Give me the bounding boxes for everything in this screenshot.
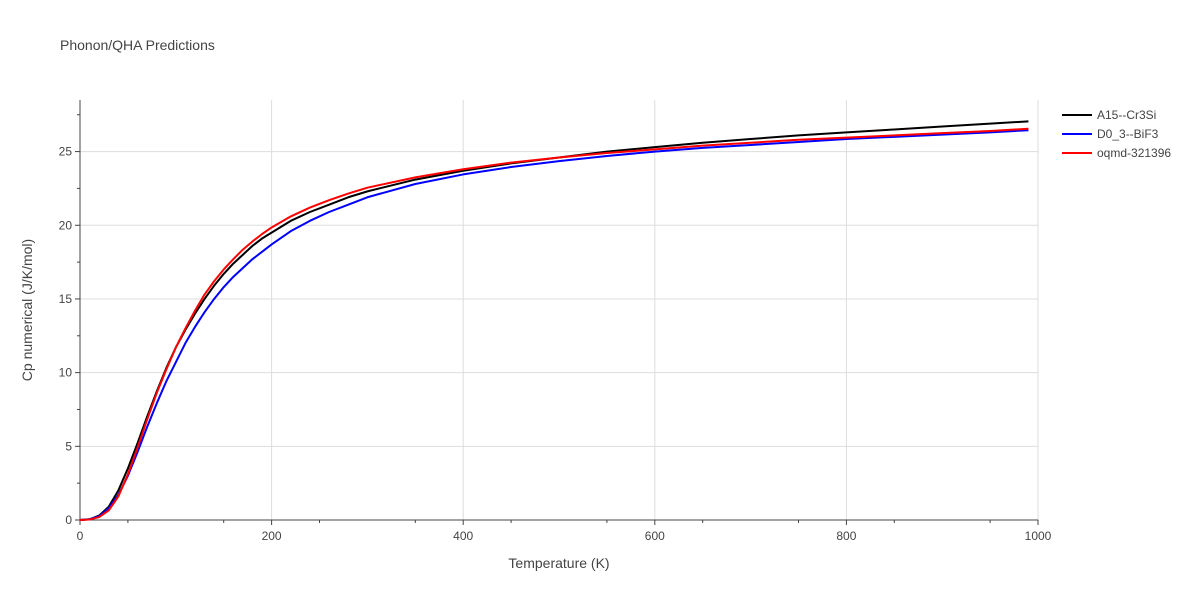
legend-label: A15--Cr3Si xyxy=(1097,108,1156,122)
y-tick-label: 10 xyxy=(59,366,73,380)
series-line-d0-3-bif3 xyxy=(79,129,1029,521)
grid xyxy=(80,100,1039,520)
x-tick-label: 200 xyxy=(262,529,282,543)
y-tick-label: 15 xyxy=(59,292,73,306)
legend: A15--Cr3Si D0_3--BiF3 oqmd-321396 xyxy=(1062,108,1171,160)
y-tick-label: 25 xyxy=(59,145,73,159)
x-axis-label: Temperature (K) xyxy=(508,555,609,571)
x-tick-label: 0 xyxy=(77,529,84,543)
y-axis-label: Cp numerical (J/K/mol) xyxy=(19,239,35,381)
y-tick-label: 5 xyxy=(65,439,72,453)
y-tick-label: 20 xyxy=(59,218,73,232)
x-tick-label: 400 xyxy=(453,529,473,543)
axes: 0 200 400 600 800 1000 0 5 10 15 20 25 xyxy=(59,100,1052,543)
x-tick-label: 600 xyxy=(645,529,665,543)
x-tick-label: 800 xyxy=(836,529,856,543)
series-line-a15-cr3si xyxy=(79,120,1029,521)
series-lines xyxy=(79,120,1029,521)
chart-title: Phonon/QHA Predictions xyxy=(60,37,215,53)
x-tick-label: 1000 xyxy=(1025,529,1052,543)
series-line-oqmd-321396 xyxy=(79,127,1029,521)
legend-label: D0_3--BiF3 xyxy=(1097,127,1159,141)
y-tick-label: 0 xyxy=(65,513,72,527)
legend-label: oqmd-321396 xyxy=(1097,146,1171,160)
